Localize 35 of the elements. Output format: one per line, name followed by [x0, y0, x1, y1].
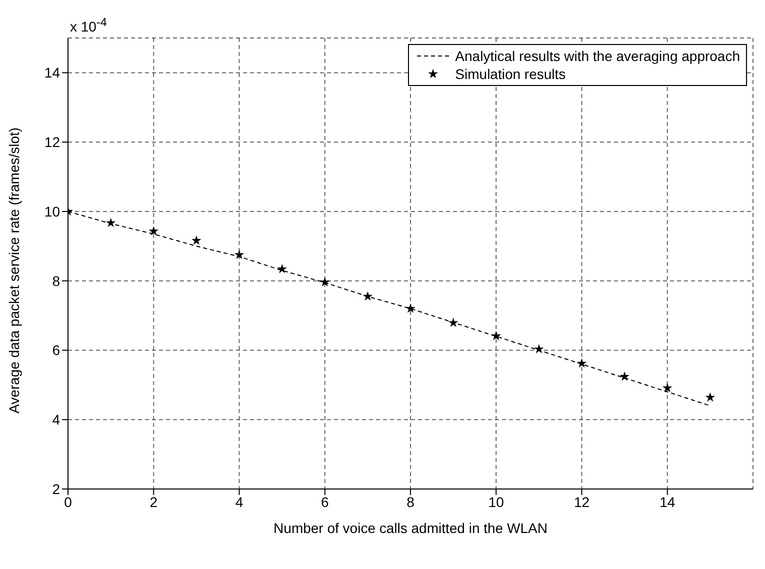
x-tick-label: 2 — [150, 494, 158, 510]
point — [620, 371, 630, 381]
point — [277, 264, 287, 274]
y-tick-label: 14 — [44, 64, 60, 81]
y-tick-label: 8 — [52, 272, 60, 289]
point — [448, 318, 458, 328]
point — [491, 330, 502, 340]
point — [534, 344, 544, 354]
y-tick-label: 4 — [52, 412, 60, 428]
point — [406, 303, 416, 313]
point — [148, 226, 159, 236]
x-tick-label: 6 — [320, 494, 329, 510]
x-tick-label: 10 — [488, 494, 504, 510]
legend-label: Simulation results — [455, 65, 566, 83]
y-tick-label: 12 — [44, 134, 60, 150]
x-tick-label: 4 — [235, 494, 244, 510]
x-tick-label: 12 — [574, 494, 590, 510]
x-tick-label: 8 — [406, 494, 415, 510]
point — [705, 392, 716, 402]
y-tick-label: 10 — [44, 203, 60, 220]
x-tick-label: 0 — [64, 494, 72, 510]
point — [362, 291, 373, 301]
text: x 10$^{-4}$ — [70, 16, 107, 35]
point — [106, 218, 116, 228]
y-tick-label: 2 — [52, 480, 60, 497]
point — [192, 235, 202, 245]
point — [662, 382, 672, 392]
point — [576, 358, 587, 368]
point — [234, 250, 244, 260]
y-axis-title: Average data packet service rate (frames/slot) — [6, 127, 22, 414]
point — [320, 277, 330, 286]
x-tick-label: 14 — [660, 494, 676, 510]
y-tick-label: 6 — [52, 342, 60, 358]
legend-label: Analytical results with the averaging approach — [455, 47, 740, 65]
x-axis-title: Number of voice calls admitted in the WLAN — [274, 520, 548, 536]
